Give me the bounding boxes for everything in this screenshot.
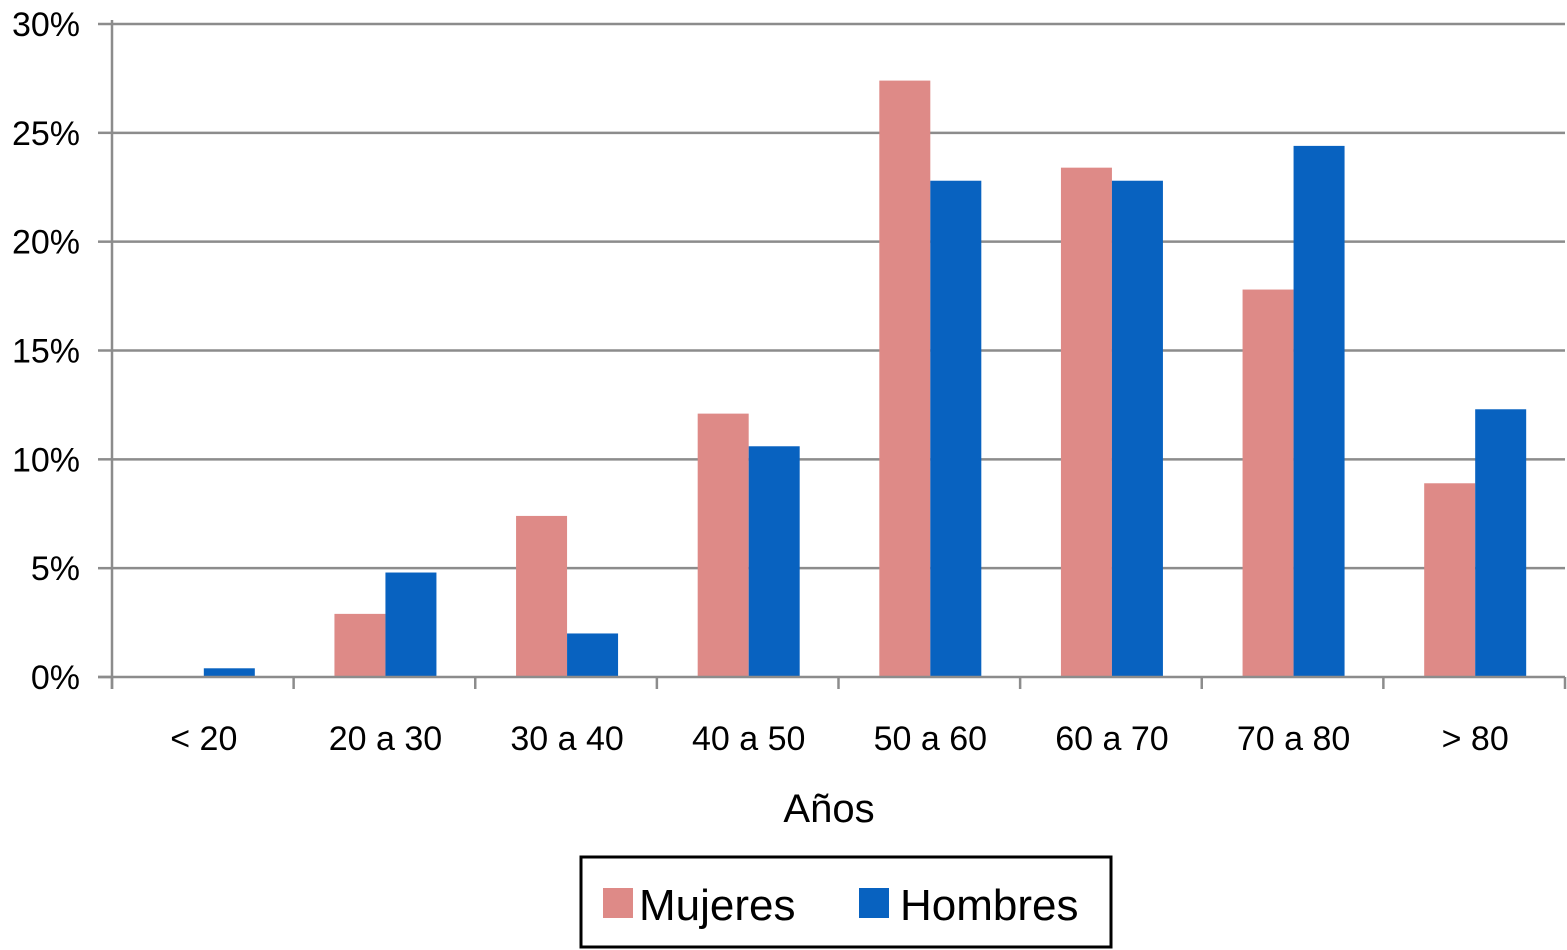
x-tick-label: 60 a 70 bbox=[1055, 720, 1168, 758]
bar-mujeres-6 bbox=[1242, 289, 1294, 677]
tick-labels: 0% 5% 10% 15% 20% 25% 30% < 20 20 a 30 30 a 40 40 … bbox=[12, 6, 1509, 758]
y-tick-label: 0% bbox=[31, 659, 80, 697]
y-tick-label: 10% bbox=[12, 441, 80, 479]
x-tick-label: 30 a 40 bbox=[510, 720, 623, 758]
bar-mujeres-5 bbox=[1060, 167, 1112, 677]
legend-label-mujeres: Mujeres bbox=[639, 881, 796, 930]
bars bbox=[203, 80, 1527, 678]
legend-box bbox=[579, 855, 1113, 949]
x-tick-label: > 80 bbox=[1442, 720, 1509, 758]
bar-mujeres-7 bbox=[1424, 483, 1476, 677]
legend-swatch-hombres bbox=[859, 888, 889, 918]
x-tick-label: < 20 bbox=[170, 720, 237, 758]
legend-swatch-mujeres bbox=[603, 888, 633, 918]
y-tick-label: 25% bbox=[12, 115, 80, 153]
y-tick-label: 5% bbox=[31, 550, 80, 588]
bar-hombres-1 bbox=[385, 572, 437, 677]
x-tick-label: 50 a 60 bbox=[874, 720, 987, 758]
legend-label-hombres: Hombres bbox=[900, 881, 1079, 930]
bar-hombres-3 bbox=[748, 446, 800, 677]
x-tick-label: 40 a 50 bbox=[692, 720, 805, 758]
axes bbox=[98, 20, 1567, 689]
bar-hombres-0 bbox=[203, 668, 255, 677]
bar-hombres-7 bbox=[1475, 409, 1527, 677]
bar-hombres-6 bbox=[1293, 145, 1345, 678]
bar-mujeres-1 bbox=[334, 613, 386, 677]
bar-hombres-5 bbox=[1111, 180, 1163, 677]
bar-mujeres-3 bbox=[697, 413, 749, 677]
y-tick-label: 20% bbox=[12, 224, 80, 262]
legend: Mujeres Hombres bbox=[579, 855, 1113, 949]
y-tick-label: 15% bbox=[12, 333, 80, 371]
x-tick-label: 20 a 30 bbox=[329, 720, 442, 758]
gridlines bbox=[112, 22, 1565, 570]
bar-hombres-2 bbox=[567, 633, 619, 677]
bar-mujeres-2 bbox=[516, 515, 568, 677]
x-tick-label: 70 a 80 bbox=[1237, 720, 1350, 758]
y-tick-label: 30% bbox=[12, 6, 80, 44]
bar-hombres-4 bbox=[930, 180, 982, 677]
bar-mujeres-4 bbox=[879, 80, 931, 678]
x-axis-title: Años bbox=[783, 787, 874, 831]
